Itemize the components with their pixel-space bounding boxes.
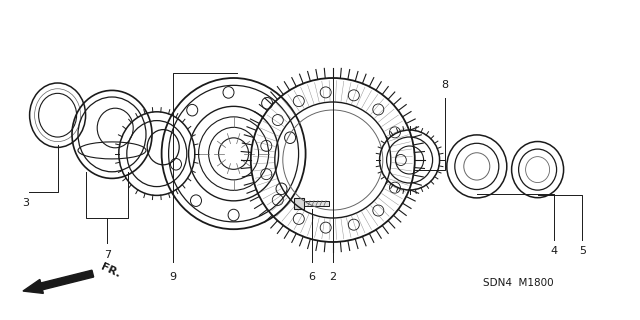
Text: 6: 6 [308,272,316,282]
FancyArrow shape [23,270,93,293]
Text: 5: 5 [579,246,586,256]
Text: 8: 8 [441,80,449,90]
Text: SDN4  M1800: SDN4 M1800 [483,278,554,288]
Text: 4: 4 [550,246,557,256]
Bar [304,201,329,206]
Text: 7: 7 [104,250,111,260]
Text: 2: 2 [329,272,337,282]
Text: 3: 3 [22,198,29,208]
Text: FR.: FR. [99,261,122,279]
Bar [294,198,304,209]
Text: 9: 9 [169,272,177,282]
